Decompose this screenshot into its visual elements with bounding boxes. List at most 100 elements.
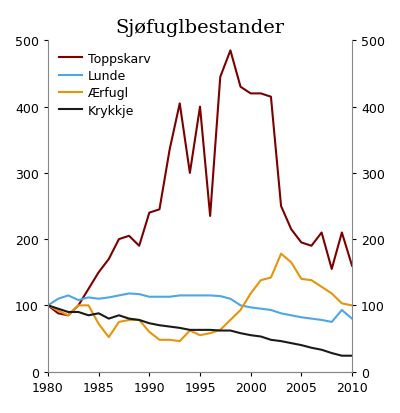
Krykkje: [268, 337, 273, 342]
Ærfugl: [46, 303, 50, 308]
Toppskarv: [350, 263, 354, 268]
Krykkje: [309, 345, 314, 350]
Lunde: [106, 295, 111, 300]
Ærfugl: [208, 331, 212, 336]
Title: Sjøfuglbestander: Sjøfuglbestander: [116, 19, 284, 37]
Lunde: [340, 308, 344, 313]
Toppskarv: [96, 270, 101, 275]
Lunde: [127, 291, 132, 296]
Ærfugl: [319, 285, 324, 290]
Krykkje: [238, 331, 243, 336]
Lunde: [248, 305, 253, 310]
Lunde: [350, 316, 354, 321]
Krykkje: [350, 354, 354, 358]
Krykkje: [167, 324, 172, 329]
Krykkje: [198, 328, 202, 332]
Krykkje: [46, 303, 50, 308]
Toppskarv: [56, 311, 60, 316]
Toppskarv: [66, 313, 71, 318]
Toppskarv: [218, 75, 223, 80]
Toppskarv: [177, 102, 182, 107]
Toppskarv: [258, 92, 263, 97]
Krykkje: [96, 311, 101, 316]
Lunde: [309, 316, 314, 321]
Ærfugl: [137, 318, 142, 323]
Ærfugl: [177, 339, 182, 344]
Ærfugl: [258, 278, 263, 283]
Toppskarv: [329, 267, 334, 272]
Lunde: [279, 311, 284, 316]
Toppskarv: [268, 95, 273, 100]
Toppskarv: [147, 211, 152, 216]
Toppskarv: [289, 227, 294, 232]
Krykkje: [299, 343, 304, 348]
Toppskarv: [157, 207, 162, 212]
Ærfugl: [147, 330, 152, 335]
Toppskarv: [137, 244, 142, 249]
Line: Ærfugl: Ærfugl: [48, 254, 352, 341]
Lunde: [218, 294, 223, 299]
Krykkje: [106, 316, 111, 321]
Ærfugl: [238, 308, 243, 313]
Lunde: [76, 298, 81, 303]
Lunde: [96, 297, 101, 301]
Ærfugl: [268, 275, 273, 280]
Ærfugl: [116, 320, 121, 325]
Lunde: [268, 308, 273, 313]
Toppskarv: [279, 204, 284, 209]
Ærfugl: [289, 260, 294, 265]
Lunde: [258, 306, 263, 311]
Ærfugl: [167, 337, 172, 342]
Toppskarv: [86, 287, 91, 292]
Line: Krykkje: Krykkje: [48, 306, 352, 356]
Krykkje: [177, 325, 182, 330]
Ærfugl: [76, 303, 81, 308]
Legend: Toppskarv, Lunde, Ærfugl, Krykkje: Toppskarv, Lunde, Ærfugl, Krykkje: [54, 47, 156, 123]
Line: Lunde: Lunde: [48, 294, 352, 322]
Toppskarv: [198, 105, 202, 110]
Toppskarv: [238, 85, 243, 90]
Toppskarv: [46, 303, 50, 308]
Krykkje: [329, 351, 334, 356]
Krykkje: [208, 328, 212, 332]
Ærfugl: [299, 277, 304, 282]
Krykkje: [56, 306, 60, 311]
Lunde: [319, 318, 324, 323]
Krykkje: [218, 328, 223, 333]
Ærfugl: [228, 318, 233, 323]
Krykkje: [116, 313, 121, 318]
Lunde: [208, 293, 212, 298]
Krykkje: [86, 313, 91, 318]
Ærfugl: [66, 313, 71, 318]
Ærfugl: [218, 328, 223, 332]
Toppskarv: [340, 230, 344, 235]
Krykkje: [66, 310, 71, 315]
Krykkje: [319, 347, 324, 352]
Lunde: [188, 293, 192, 298]
Krykkje: [137, 318, 142, 323]
Krykkje: [289, 341, 294, 346]
Lunde: [147, 294, 152, 299]
Toppskarv: [116, 237, 121, 242]
Toppskarv: [167, 148, 172, 153]
Lunde: [86, 295, 91, 300]
Ærfugl: [127, 318, 132, 323]
Line: Toppskarv: Toppskarv: [48, 51, 352, 316]
Ærfugl: [248, 291, 253, 296]
Ærfugl: [86, 303, 91, 308]
Lunde: [198, 293, 202, 298]
Lunde: [167, 294, 172, 299]
Lunde: [137, 292, 142, 297]
Lunde: [116, 293, 121, 298]
Lunde: [329, 320, 334, 325]
Lunde: [157, 294, 162, 299]
Ærfugl: [106, 335, 111, 340]
Toppskarv: [248, 92, 253, 97]
Ærfugl: [157, 337, 162, 342]
Krykkje: [228, 328, 233, 333]
Toppskarv: [309, 244, 314, 249]
Lunde: [56, 297, 60, 301]
Krykkje: [157, 323, 162, 328]
Lunde: [238, 303, 243, 308]
Krykkje: [147, 321, 152, 326]
